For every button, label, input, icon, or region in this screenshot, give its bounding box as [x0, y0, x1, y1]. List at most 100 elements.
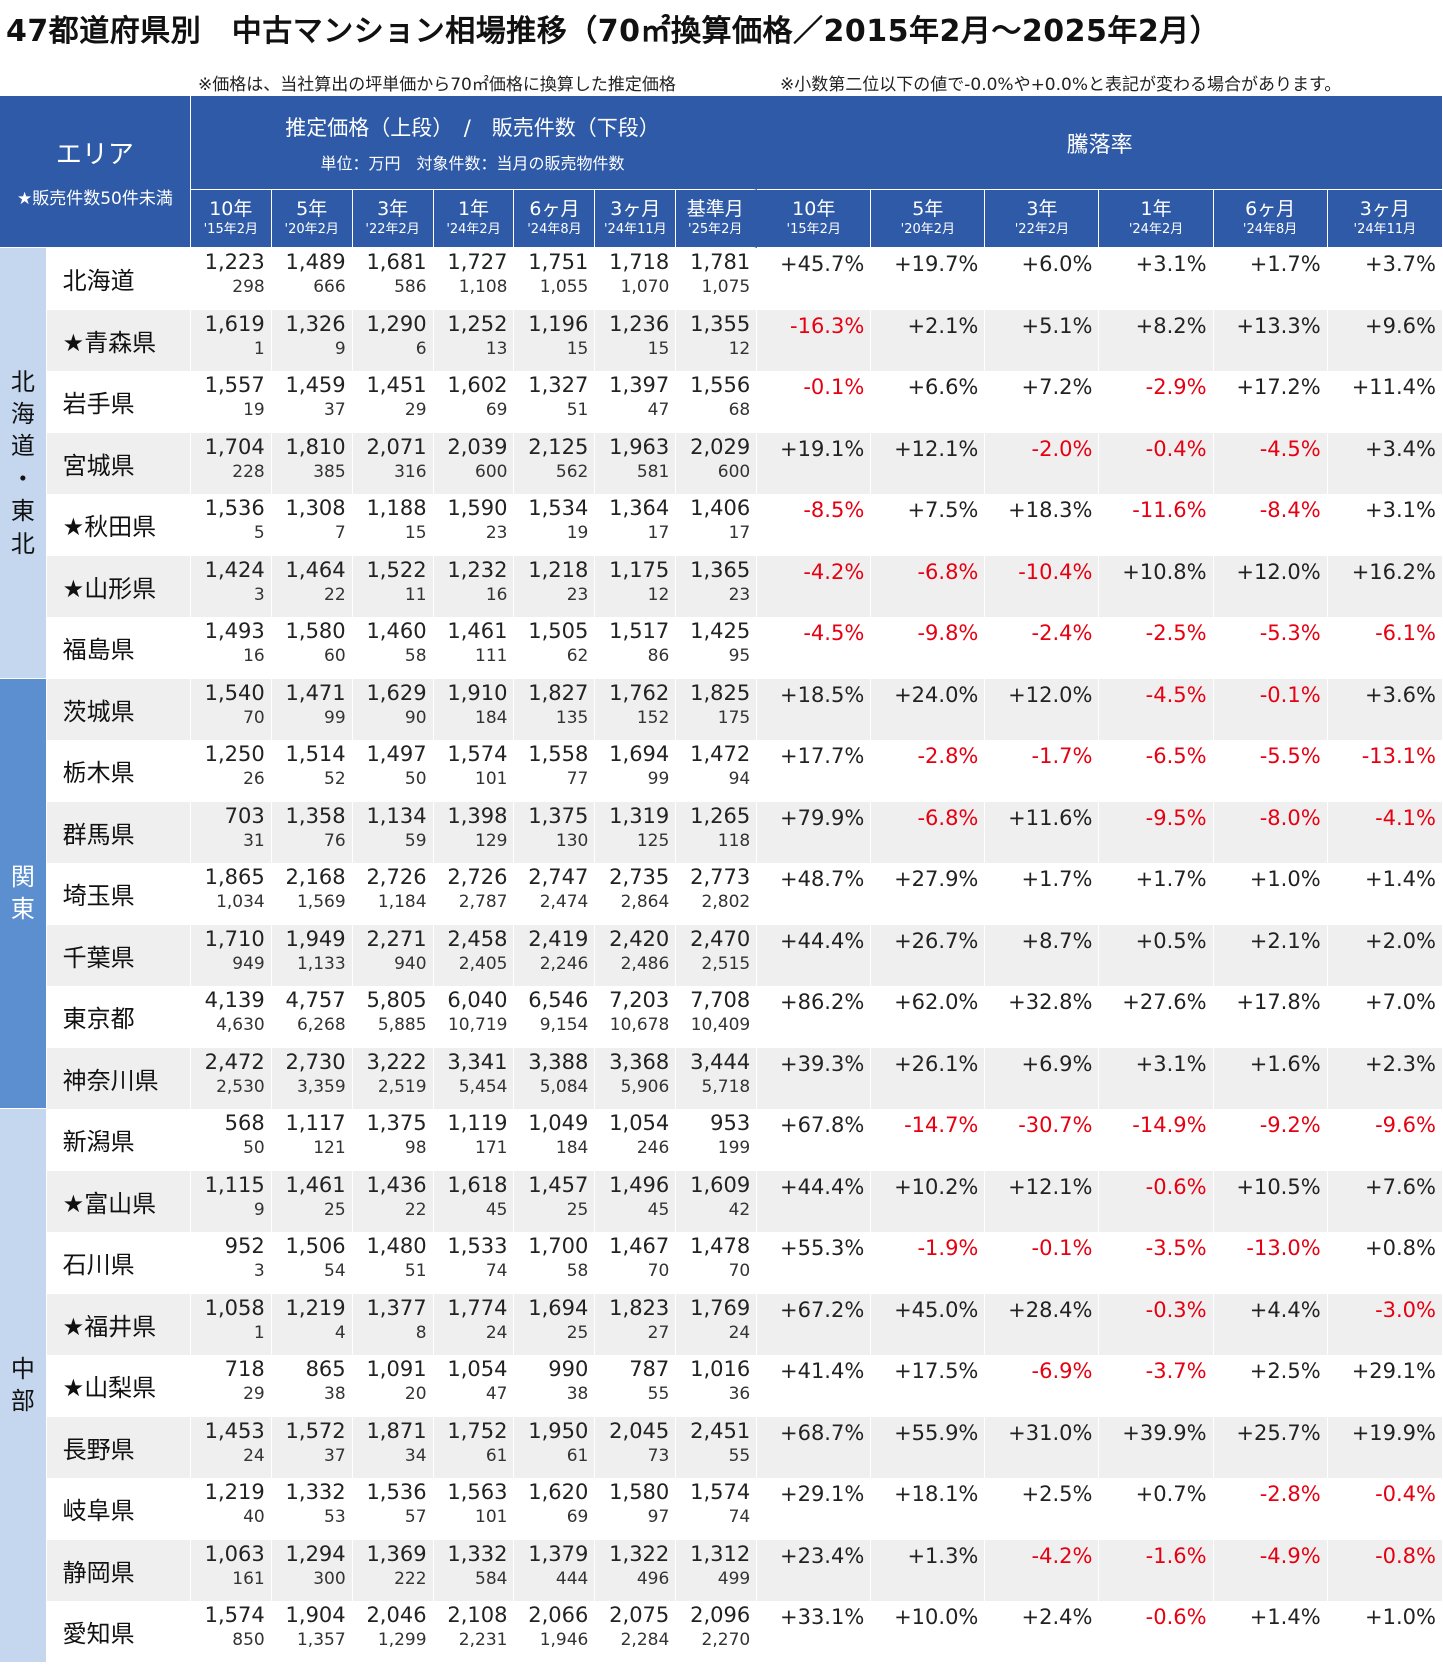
rate-cell: +10.5% [1213, 1170, 1328, 1232]
price-cell: 1,514 52 [271, 740, 353, 802]
rate-cell: +0.7% [1099, 1478, 1214, 1540]
count-value: 5,718 [701, 1076, 751, 1097]
count-value: 37 [324, 1445, 346, 1466]
price-value: 1,471 [285, 680, 346, 705]
price-value: 1,827 [528, 680, 589, 705]
count-value: 47 [485, 1384, 508, 1404]
rate-cell: +17.5% [871, 1355, 986, 1417]
count-value: 15 [647, 338, 670, 359]
price-cell: 1,196 15 [514, 309, 596, 371]
rate-cell: -11.6% [1099, 494, 1214, 556]
price-cell: 1,609 42 [676, 1170, 758, 1232]
count-value: 94 [728, 769, 751, 789]
price-value: 1,117 [285, 1111, 346, 1135]
price-cell: 2,735 2,864 [595, 863, 677, 925]
price-cell: 1,534 19 [514, 494, 596, 556]
rate-cell: +86.2% [757, 986, 872, 1048]
price-cell: 1,425 95 [676, 617, 758, 679]
price-value: 1,540 [204, 680, 265, 705]
price-value: 1,461 [447, 619, 508, 643]
price-cell: 2,726 1,184 [352, 863, 434, 925]
price-value: 1,629 [366, 680, 427, 705]
price-column-header: 5年 '20年2月 [271, 190, 353, 248]
column-label: 6ヶ月 [529, 198, 580, 221]
price-value: 1,949 [285, 926, 346, 951]
price-value: 1,425 [690, 619, 751, 643]
price-cell: 3,222 2,519 [352, 1047, 434, 1109]
rate-cell: +18.5% [757, 678, 872, 740]
price-value: 1,472 [690, 742, 751, 766]
rate-cell: +12.0% [1213, 555, 1328, 617]
price-value: 1,865 [204, 865, 265, 889]
price-group-header: 推定価格（上段） / 販売件数（下段） 単位：万円 対象件数：当月の販売物件数 [190, 96, 758, 190]
rate-cell: +7.2% [985, 371, 1100, 433]
price-value: 7,203 [609, 988, 670, 1012]
price-cell: 1,580 60 [271, 617, 353, 679]
rate-cell: +12.1% [985, 1170, 1100, 1232]
price-cell: 1,871 34 [352, 1416, 434, 1478]
rate-cell: +39.3% [757, 1047, 872, 1109]
price-value: 2,066 [528, 1603, 589, 1627]
rate-cell: +8.7% [985, 924, 1100, 986]
price-value: 1,377 [366, 1295, 427, 1320]
prefecture-name: 愛知県 [46, 1601, 191, 1663]
price-cell: 1,464 22 [271, 555, 353, 617]
rate-cell: +16.2% [1327, 555, 1443, 617]
count-value: 90 [404, 707, 427, 728]
table-row: ★山形県 1,424 3 1,464 22 1,522 11 1,232 16 1,218 23 1,… [0, 555, 1443, 617]
rate-cell: -2.5% [1099, 617, 1214, 679]
rate-cell: +3.1% [1327, 494, 1443, 556]
table-row: 岩手県 1,557 19 1,459 37 1,451 29 1,602 69 1,327 51 1,… [0, 371, 1443, 433]
price-value: 1,574 [204, 1603, 265, 1627]
count-value: 26 [243, 769, 265, 789]
count-value: 24 [485, 1322, 508, 1343]
rate-column-header: 1年 '24年2月 [1099, 190, 1214, 248]
price-value: 1,290 [366, 311, 427, 336]
rate-cell: +13.3% [1213, 309, 1328, 371]
rate-cell: +7.5% [871, 494, 986, 556]
price-cell: 1,119 171 [433, 1109, 515, 1171]
price-cell: 4,757 6,268 [271, 986, 353, 1048]
price-cell: 2,046 1,299 [352, 1601, 434, 1663]
rate-cell: +4.4% [1213, 1293, 1328, 1355]
rate-cell: -0.8% [1327, 1539, 1443, 1601]
price-cell: 2,773 2,802 [676, 863, 758, 925]
price-value: 2,071 [366, 434, 427, 459]
price-value: 1,480 [366, 1234, 427, 1258]
rate-cell: -4.5% [1213, 432, 1328, 494]
count-value: 12 [728, 338, 751, 359]
price-value: 1,406 [690, 496, 751, 520]
price-cell: 1,620 69 [514, 1478, 596, 1540]
price-cell: 2,066 1,946 [514, 1601, 596, 1663]
count-value: 55 [647, 1384, 670, 1404]
count-value: 68 [728, 400, 751, 420]
price-value: 1,609 [690, 1172, 751, 1197]
price-value: 2,271 [366, 926, 427, 951]
count-value: 850 [232, 1630, 265, 1650]
prefecture-name: 宮城県 [46, 432, 191, 494]
price-value: 1,369 [366, 1541, 427, 1566]
price-value: 1,694 [528, 1295, 589, 1320]
count-value: 12 [647, 584, 670, 605]
rate-cell: +32.8% [985, 986, 1100, 1048]
column-label: 1年 [1140, 198, 1172, 221]
rate-cell: +44.4% [757, 1170, 872, 1232]
column-date: '24年8月 [527, 222, 582, 238]
count-value: 2,284 [620, 1630, 670, 1650]
prefecture-name: 千葉県 [46, 924, 191, 986]
count-value: 2,474 [539, 892, 589, 912]
rate-cell: +44.4% [757, 924, 872, 986]
rate-cell: +1.0% [1327, 1601, 1443, 1663]
rate-cell: +3.6% [1327, 678, 1443, 740]
price-cell: 1,377 8 [352, 1293, 434, 1355]
price-cell: 1,496 45 [595, 1170, 677, 1232]
count-value: 3,359 [296, 1076, 346, 1097]
price-value: 1,963 [609, 434, 670, 459]
price-cell: 1,375 98 [352, 1109, 434, 1171]
rate-cell: -4.2% [757, 555, 872, 617]
rate-cell: +1.6% [1213, 1047, 1328, 1109]
price-cell: 1,480 51 [352, 1232, 434, 1294]
rate-cell: +33.1% [757, 1601, 872, 1663]
column-label: 5年 [912, 198, 944, 221]
region-label: 北 海 道 ・ 東 北 [0, 248, 47, 679]
